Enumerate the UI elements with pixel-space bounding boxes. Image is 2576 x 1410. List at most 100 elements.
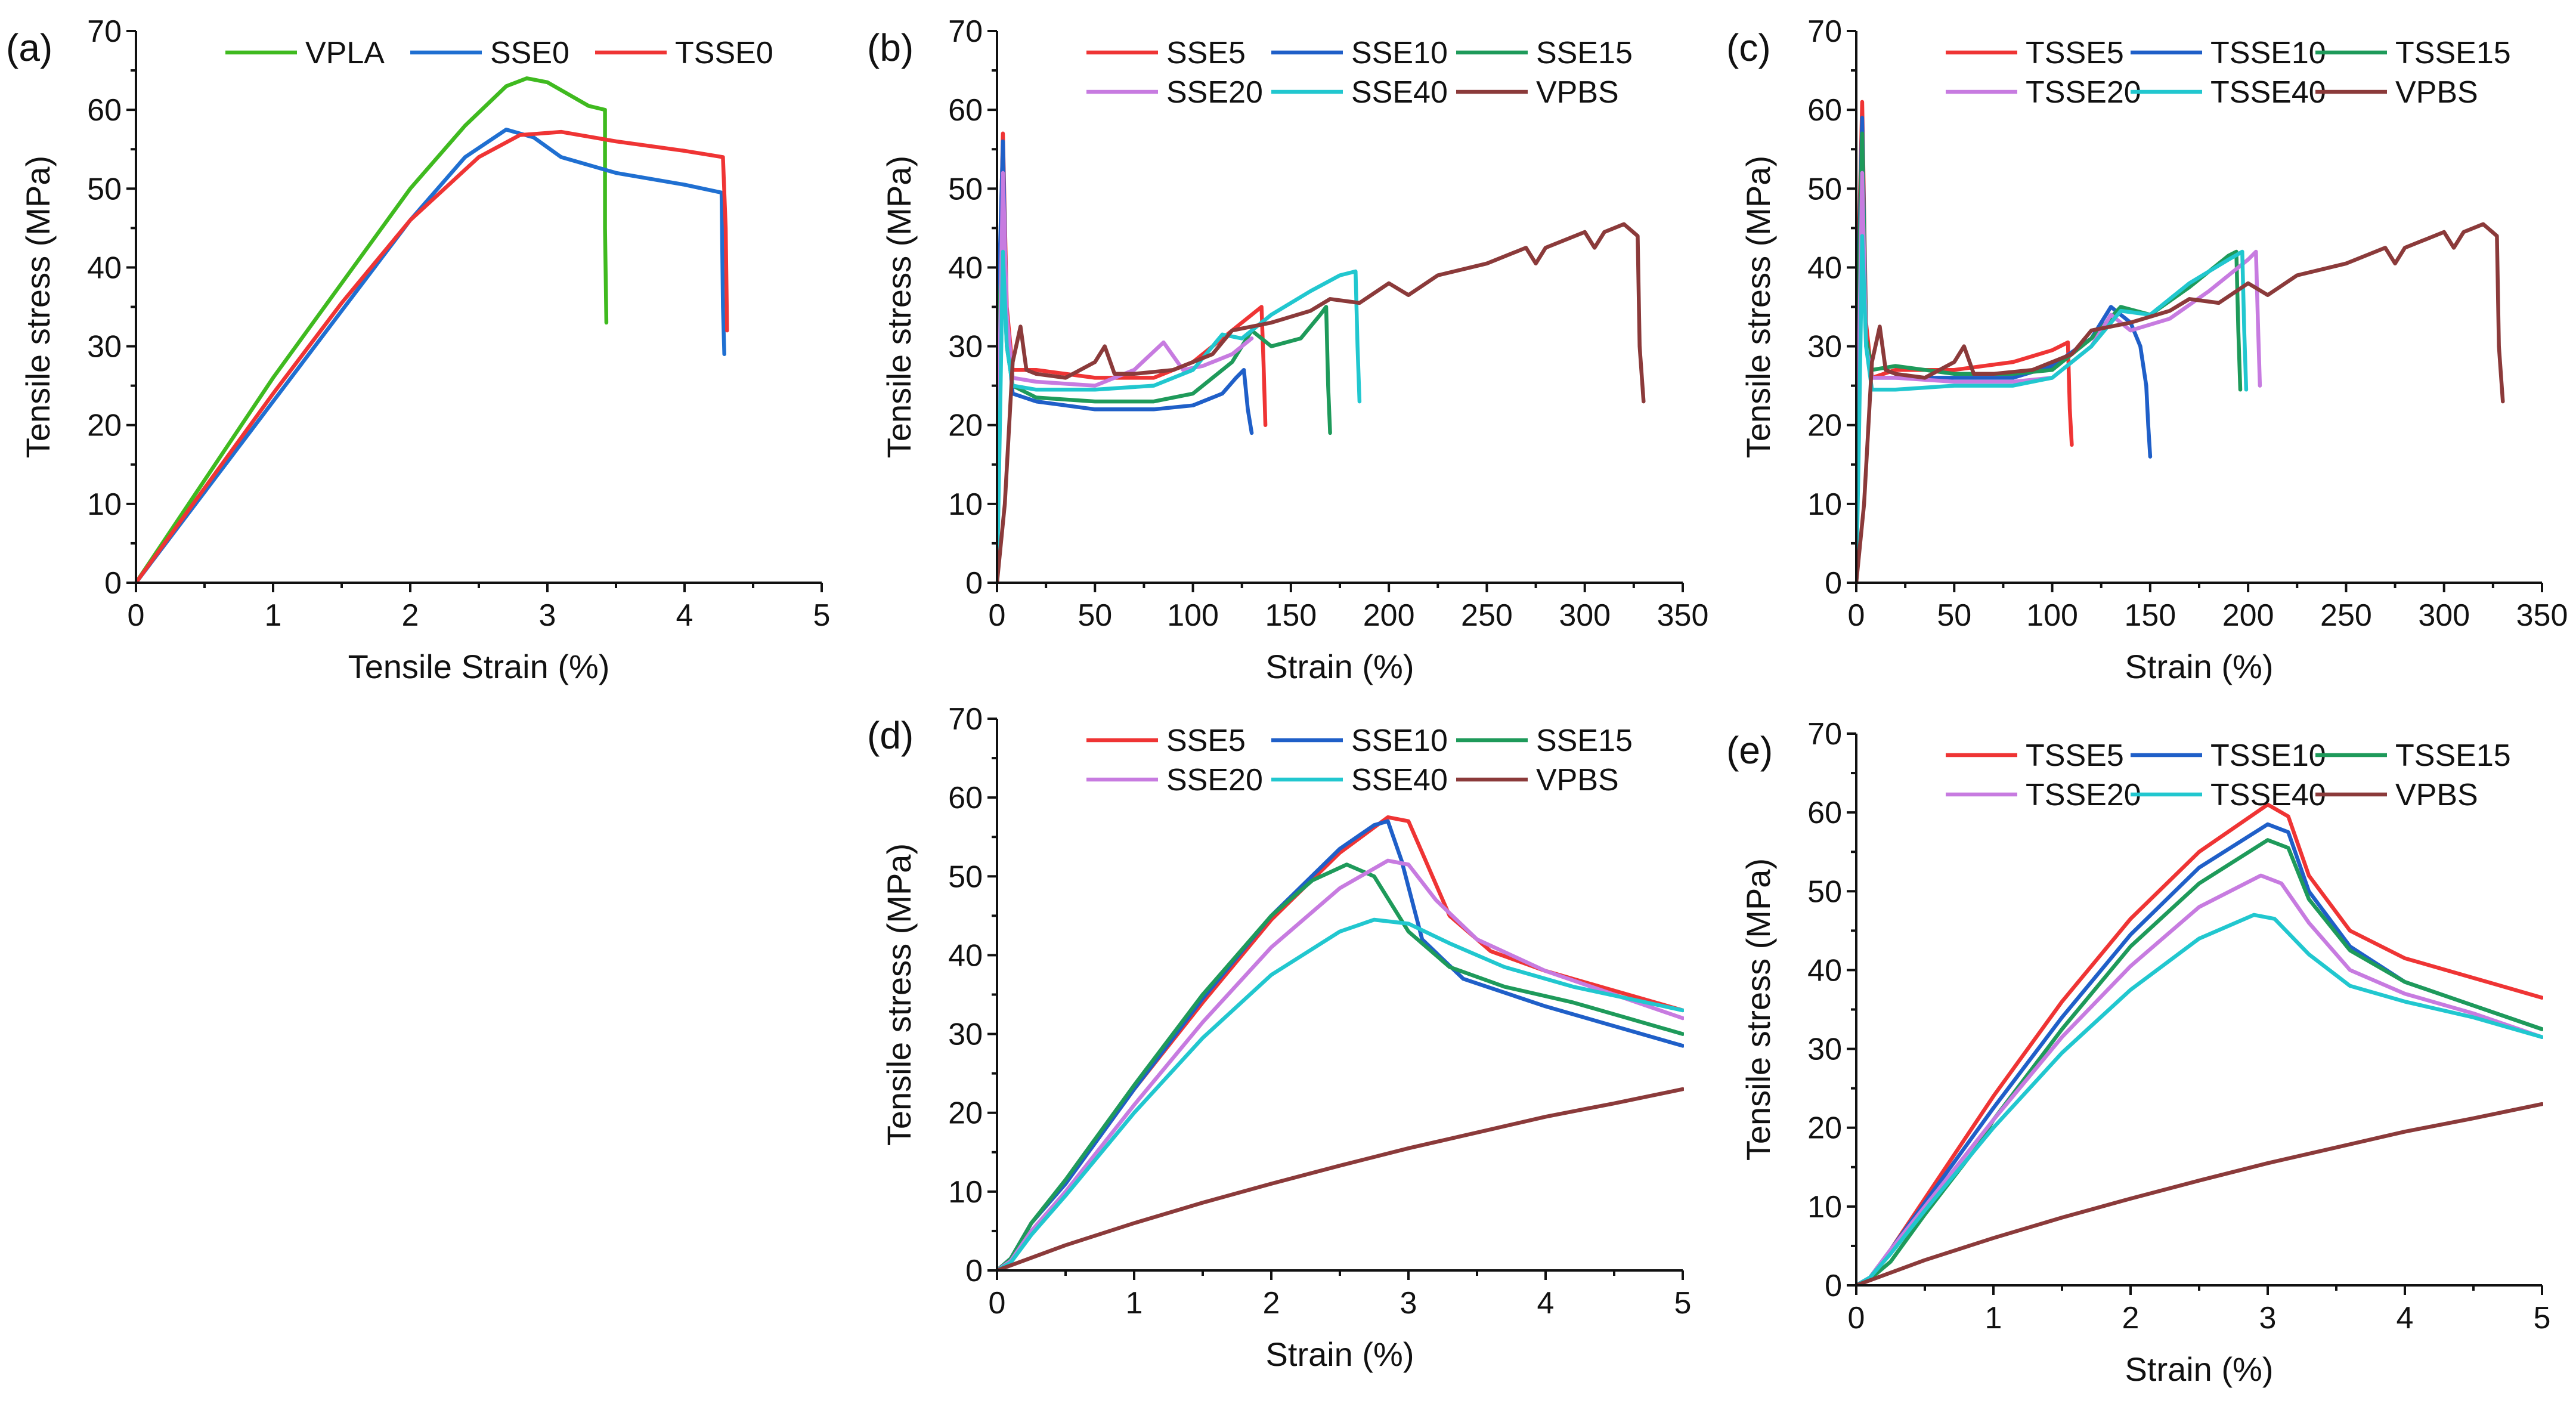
y-tick-label: 50 [948,172,983,206]
series-line-tsse40 [1856,913,2543,1285]
y-axis-title: Tensile stress (MPa) [880,843,918,1146]
series-line-tsse10 [1856,116,2153,583]
x-axis-title: Strain (%) [2125,1350,2274,1388]
y-tick-label: 40 [1807,953,1842,988]
legend-label-tsse20: TSSE20 [2026,778,2141,812]
legend-label-vpbs: VPBS [1536,763,1619,797]
y-tick-label: 50 [1807,172,1842,206]
x-axis-title: Strain (%) [1266,1335,1414,1373]
x-axis-title: Strain (%) [2125,648,2274,685]
legend-label-tsse15: TSSE15 [2395,36,2511,70]
x-tick-label: 0 [1848,598,1865,633]
y-axis-title: Tensile stress (MPa) [1739,858,1777,1161]
series-line-sse5 [997,815,1684,1270]
series-line-tsse10 [1856,822,2543,1285]
series-line-vpla [136,76,609,583]
x-tick-label: 0 [989,598,1006,633]
legend-label-tsse0: TSSE0 [675,36,773,70]
y-tick-label: 10 [948,1175,983,1210]
legend: TSSE5 TSSE10 TSSE15 TSSE20 TSSE40 VPBS [1946,738,2511,812]
y-tick-label: 20 [948,1096,983,1131]
series-line-sse20 [997,858,1684,1270]
x-tick-label: 100 [2026,598,2078,633]
series-line-sse0 [136,127,726,583]
series-line-vpbs [997,222,1646,583]
legend: SSE5 SSE10 SSE15 SSE20 SSE40 VPBS [1086,723,1633,797]
legend-label-sse5: SSE5 [1166,36,1246,70]
legend: TSSE5 TSSE10 TSSE15 TSSE20 TSSE40 VPBS [1946,36,2511,110]
y-tick-label: 50 [1807,874,1842,909]
x-tick-label: 3 [1400,1286,1417,1321]
y-tick-label: 30 [948,1018,983,1052]
y-tick-label: 70 [1807,14,1842,49]
y-tick-label: 70 [1807,717,1842,752]
x-tick-label: 350 [2516,598,2568,633]
y-tick-label: 20 [948,409,983,443]
y-tick-label: 70 [948,14,983,49]
series-line-sse40 [997,917,1684,1270]
series-line-tsse20 [1856,873,2543,1285]
y-tick-label: 30 [948,330,983,364]
series-line-tsse5 [1856,100,2074,583]
series-line-vpbs [997,1087,1684,1270]
series-line-vpbs [1856,222,2505,583]
x-tick-label: 1 [1126,1286,1143,1321]
legend-label-vpbs: VPBS [2395,778,2478,812]
panel-label: (b) [867,26,914,69]
legend-label-sse20: SSE20 [1166,75,1263,110]
x-tick-label: 5 [813,598,831,633]
legend-label-vpla: VPLA [305,36,385,70]
x-tick-label: 1 [265,598,282,633]
y-tick-label: 0 [965,566,983,601]
series-line-tsse5 [1856,802,2543,1285]
legend: VPLA SSE0 TSSE0 [225,36,773,70]
x-tick-label: 3 [2259,1301,2277,1335]
series-line-vpbs [1856,1102,2543,1285]
series-line-tsse15 [1856,838,2543,1285]
y-tick-label: 60 [87,93,122,128]
legend-label-tsse5: TSSE5 [2026,36,2124,70]
y-tick-label: 60 [948,93,983,128]
y-axis-title: Tensile stress (MPa) [19,156,57,458]
legend-label-sse40: SSE40 [1351,75,1448,110]
y-tick-label: 20 [1807,1111,1842,1146]
x-tick-label: 150 [2124,598,2176,633]
y-tick-label: 0 [965,1254,983,1288]
x-tick-label: 300 [1559,598,1611,633]
legend-label-vpbs: VPBS [1536,75,1619,110]
y-tick-label: 20 [87,409,122,443]
y-tick-label: 10 [1807,487,1842,522]
y-tick-label: 40 [948,251,983,285]
series-line-sse40 [997,249,1362,583]
x-tick-label: 5 [1674,1286,1692,1321]
y-tick-label: 10 [87,487,122,522]
legend-label-sse10: SSE10 [1351,36,1448,70]
panel-b: 0 50 100 150 200 250 300 350 0 10 20 30 40 50 60 70 Stra… [867,14,1708,685]
series-line-tsse0 [136,129,729,583]
panel-c: 0 50 100 150 200 250 300 350 0 10 20 30 40 50 60 70 Stra… [1726,14,2568,685]
x-axis-title: Strain (%) [1266,648,1414,685]
panel-label: (c) [1726,26,1771,69]
y-tick-label: 70 [948,702,983,737]
y-tick-label: 60 [1807,796,1842,830]
legend-label-tsse5: TSSE5 [2026,738,2124,773]
x-tick-label: 50 [1078,598,1112,633]
x-tick-label: 4 [676,598,693,633]
panel-label: (e) [1726,729,1773,772]
legend-label-sse20: SSE20 [1166,763,1263,797]
x-tick-label: 2 [2122,1301,2140,1335]
y-tick-label: 0 [1825,1269,1842,1303]
x-tick-label: 5 [2534,1301,2551,1335]
y-tick-label: 20 [1807,409,1842,443]
legend-label-vpbs: VPBS [2395,75,2478,110]
y-axis-title: Tensile stress (MPa) [880,156,918,458]
y-tick-label: 40 [1807,251,1842,285]
x-tick-label: 2 [402,598,419,633]
x-tick-label: 2 [1263,1286,1280,1321]
x-tick-label: 300 [2418,598,2470,633]
x-axis-title: Tensile Strain (%) [348,648,610,685]
